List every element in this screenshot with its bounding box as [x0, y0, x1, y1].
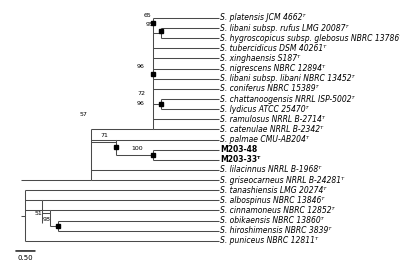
Text: 95: 95: [145, 22, 153, 27]
Text: 96: 96: [137, 64, 145, 69]
Text: M203-33ᵀ: M203-33ᵀ: [220, 155, 260, 164]
Text: S. libani subsp. libani NBRC 13452ᵀ: S. libani subsp. libani NBRC 13452ᵀ: [220, 74, 355, 83]
Text: S. cinnamoneus NBRC 12852ᵀ: S. cinnamoneus NBRC 12852ᵀ: [220, 206, 335, 215]
Text: 51: 51: [34, 210, 42, 215]
Text: 98: 98: [42, 216, 50, 221]
Text: S. libani subsp. rufus LMG 20087ᵀ: S. libani subsp. rufus LMG 20087ᵀ: [220, 23, 348, 32]
Text: S. palmae CMU-AB204ᵀ: S. palmae CMU-AB204ᵀ: [220, 135, 309, 144]
Text: 71: 71: [100, 133, 108, 138]
Text: S. albospinus NBRC 13846ᵀ: S. albospinus NBRC 13846ᵀ: [220, 196, 324, 205]
Text: S. platensis JCM 4662ᵀ: S. platensis JCM 4662ᵀ: [220, 13, 306, 22]
Text: S. catenulae NRRL B-2342ᵀ: S. catenulae NRRL B-2342ᵀ: [220, 125, 323, 134]
Text: M203-48: M203-48: [220, 145, 258, 154]
Text: S. ramulosus NRRL B-2714ᵀ: S. ramulosus NRRL B-2714ᵀ: [220, 115, 325, 124]
Text: S. lilacinnus NRRL B-1968ᵀ: S. lilacinnus NRRL B-1968ᵀ: [220, 166, 321, 175]
Text: 65: 65: [144, 13, 151, 18]
Text: S. chattanoogensis NRRL ISP-5002ᵀ: S. chattanoogensis NRRL ISP-5002ᵀ: [220, 95, 355, 103]
Text: 0.50: 0.50: [18, 255, 33, 261]
Text: 57: 57: [80, 112, 87, 117]
Text: S. lydicus ATCC 25470ᵀ: S. lydicus ATCC 25470ᵀ: [220, 105, 309, 114]
Text: S. tubercidicus DSM 40261ᵀ: S. tubercidicus DSM 40261ᵀ: [220, 44, 326, 53]
Text: S. puniceus NBRC 12811ᵀ: S. puniceus NBRC 12811ᵀ: [220, 236, 318, 245]
Text: S. tanashiensis LMG 20274ᵀ: S. tanashiensis LMG 20274ᵀ: [220, 186, 326, 195]
Text: S. hiroshimensis NBRC 3839ᵀ: S. hiroshimensis NBRC 3839ᵀ: [220, 226, 332, 235]
Text: S. griseocarneus NRRL B-24281ᵀ: S. griseocarneus NRRL B-24281ᵀ: [220, 176, 344, 185]
Text: S. obikaensis NBRC 13860ᵀ: S. obikaensis NBRC 13860ᵀ: [220, 216, 324, 225]
Text: S. xinghaensis S187ᵀ: S. xinghaensis S187ᵀ: [220, 54, 300, 63]
Text: S. hygroscopicus subsp. glebosus NBRC 13786ᵀ: S. hygroscopicus subsp. glebosus NBRC 13…: [220, 34, 400, 43]
Text: S. nigrescens NBRC 12894ᵀ: S. nigrescens NBRC 12894ᵀ: [220, 64, 325, 73]
Text: 100: 100: [131, 146, 143, 151]
Text: S. coniferus NBRC 15389ᵀ: S. coniferus NBRC 15389ᵀ: [220, 84, 319, 93]
Text: 72: 72: [137, 91, 145, 96]
Text: 96: 96: [137, 101, 145, 106]
